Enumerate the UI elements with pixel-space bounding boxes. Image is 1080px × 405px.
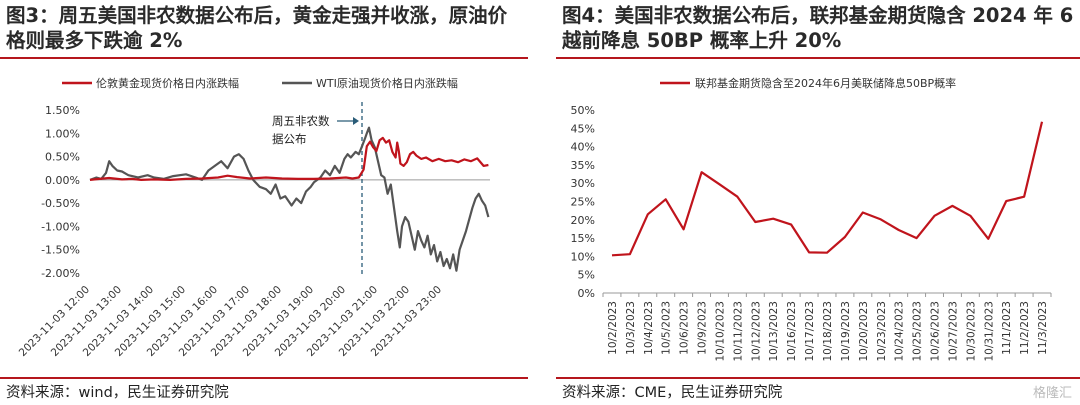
right-panel: 图4：美国非农数据公布后，联邦基金期货隐含 2024 年 6 越前降息 50BP… xyxy=(556,0,1080,405)
y-tick-label: -0.50% xyxy=(41,197,80,210)
x-tick-label: 10/6/2023 xyxy=(679,301,691,355)
x-tick-label: 10/11/2023 xyxy=(732,301,744,362)
y-tick-label: 40% xyxy=(571,141,595,154)
y-tick-label: 50% xyxy=(571,104,595,117)
y-tick-label: 0.00% xyxy=(45,174,80,187)
x-tick-label: 10/24/2023 xyxy=(894,301,906,362)
legend-label-0: 伦敦黄金现货价格日内涨跌幅 xyxy=(96,76,239,90)
y-tick-label: 45% xyxy=(571,122,595,135)
right-title-rule xyxy=(556,57,1080,59)
x-tick-label: 10/18/2023 xyxy=(822,301,834,362)
x-tick-label: 11/2/2023 xyxy=(1019,301,1031,355)
y-tick-label: 1.00% xyxy=(45,127,80,140)
annotation-arrow-head xyxy=(353,117,359,125)
x-tick-label: 11/3/2023 xyxy=(1037,301,1049,355)
x-tick-label: 10/27/2023 xyxy=(947,301,959,362)
x-tick-label: 11/1/2023 xyxy=(1001,301,1013,355)
series-line-wti xyxy=(89,126,490,272)
y-tick-label: 0% xyxy=(578,287,595,300)
x-tick-label: 10/31/2023 xyxy=(983,301,995,362)
y-tick-label: 15% xyxy=(571,232,595,245)
x-tick-label: 10/10/2023 xyxy=(714,301,726,362)
left-source-note: 资料来源：wind，民生证券研究院 xyxy=(6,385,229,401)
right-bottom-rule xyxy=(556,377,1080,379)
annotation-line1: 周五非农数 xyxy=(272,114,330,128)
y-tick-label: 0.50% xyxy=(45,151,80,164)
right-panel-title: 图4：美国非农数据公布后，联邦基金期货隐含 2024 年 6 越前降息 50BP… xyxy=(562,4,1074,52)
left-bottom-rule xyxy=(0,377,528,379)
y-tick-label: 10% xyxy=(571,250,595,263)
watermark: 格隆汇 xyxy=(1032,386,1072,401)
y-tick-label: 5% xyxy=(578,269,595,282)
x-tick-label: 10/16/2023 xyxy=(786,301,798,362)
y-tick-label: 1.50% xyxy=(45,104,80,117)
y-tick-label: -2.00% xyxy=(41,267,80,280)
left-chart: 伦敦黄金现货价格日内涨跌幅 WTI原油现货价格日内涨跌幅 1.50% 1.00% 0.5… xyxy=(17,76,490,359)
y-tick-label: 20% xyxy=(571,214,595,227)
x-tick-label: 10/17/2023 xyxy=(804,301,816,362)
chart1-legend: 伦敦黄金现货价格日内涨跌幅 WTI原油现货价格日内涨跌幅 xyxy=(62,76,458,90)
x-tick-label: 10/9/2023 xyxy=(697,301,709,355)
y-tick-label: 25% xyxy=(571,196,595,209)
x-tick-label: 10/2/2023 xyxy=(607,301,619,355)
right-source-note: 资料来源：CME，民生证券研究院 xyxy=(562,385,783,401)
left-title-rule xyxy=(0,57,528,59)
y-tick-label: 35% xyxy=(571,159,595,172)
x-tick-label: 10/4/2023 xyxy=(643,301,655,355)
annotation-line2: 据公布 xyxy=(272,132,307,146)
y-tick-label: 30% xyxy=(571,177,595,190)
x-tick-label: 10/5/2023 xyxy=(661,301,673,355)
left-panel-title: 图3：周五美国非农数据公布后，黄金走强并收涨，原油价格则最多下跌逾 2% xyxy=(6,4,508,52)
chart2-legend-label: 联邦基金期货隐含至2024年6月美联储降息50BP概率 xyxy=(695,76,956,90)
x-tick-label: 10/13/2023 xyxy=(768,301,780,362)
series-line-cut-probability xyxy=(611,121,1044,257)
x-tick-label: 10/12/2023 xyxy=(750,301,762,362)
x-tick-label: 10/19/2023 xyxy=(840,301,852,362)
legend-label-1: WTI原油现货价格日内涨跌幅 xyxy=(316,76,458,90)
x-tick-label: 10/20/2023 xyxy=(858,301,870,362)
left-panel: 图3：周五美国非农数据公布后，黄金走强并收涨，原油价格则最多下跌逾 2% 伦敦黄… xyxy=(0,0,528,405)
series-line-gold xyxy=(89,136,489,182)
x-tick-label: 10/3/2023 xyxy=(625,301,637,355)
x-tick-label: 10/25/2023 xyxy=(912,301,924,362)
y-tick-label: -1.00% xyxy=(41,220,80,233)
x-tick-label: 10/30/2023 xyxy=(965,301,977,362)
y-tick-label: -1.50% xyxy=(41,244,80,257)
x-tick-label: 10/23/2023 xyxy=(876,301,888,362)
right-chart: 联邦基金期货隐含至2024年6月美联储降息50BP概率 50% 45% 40% 35% 3… xyxy=(571,76,1052,362)
x-tick-label: 10/26/2023 xyxy=(930,301,942,362)
